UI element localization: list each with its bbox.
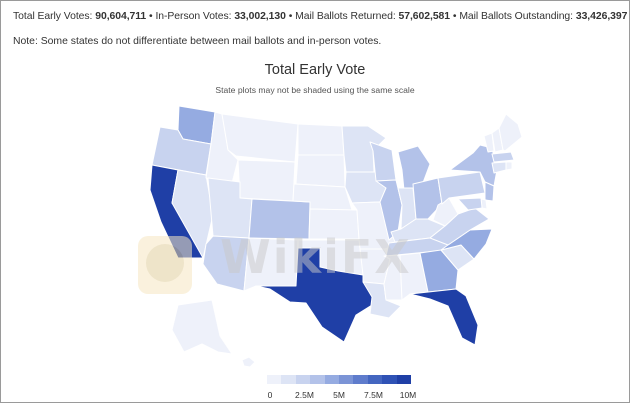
legend-swatch [367,375,383,384]
state-vt[interactable] [483,132,495,153]
legend-swatch [396,375,412,384]
total-value: 90,604,711 [95,11,147,22]
state-wa[interactable] [177,105,216,145]
total-label: Total Early Votes: [13,11,93,22]
legend-swatch [267,375,282,384]
legend-tick-label: 10M [399,390,417,400]
legend-swatch [295,375,311,384]
legend-tick-label: 7.5M [364,390,383,400]
legend-swatch [353,375,368,384]
legend-swatch [310,375,325,384]
state-ct[interactable] [491,161,507,174]
legend-swatch [382,375,397,384]
vote-summary: Total Early Votes: 90,604,711 • In-Perso… [13,11,627,22]
legend-swatch [281,375,296,384]
color-scale-legend [267,375,412,384]
mail-outstanding-value: 33,426,397 [575,11,628,22]
state-sd[interactable] [295,154,346,188]
inperson-value: 33,002,130 [234,11,286,22]
state-ma[interactable] [491,151,515,163]
state-nv[interactable] [171,169,214,259]
state-pa[interactable] [437,171,486,205]
state-hi[interactable] [241,356,256,368]
state-nc[interactable] [440,228,493,260]
state-co[interactable] [248,198,311,240]
sep-3: • [452,11,457,22]
sep-1: • [149,11,153,22]
state-mn[interactable] [341,125,387,173]
mail-returned-value: 57,602,581 [398,11,451,22]
chart-title: Total Early Vote [264,62,366,78]
mail-outstanding-label: Mail Ballots Outstanding: [459,11,573,22]
state-ga[interactable] [419,249,459,293]
state-nj[interactable] [484,181,495,202]
state-ak[interactable] [171,299,233,355]
state-az[interactable] [202,235,250,292]
state-nd[interactable] [297,123,345,156]
state-fl[interactable] [409,288,479,346]
state-mt[interactable] [221,113,299,163]
sep-2: • [288,11,293,22]
legend-tick-label: 5M [333,390,345,400]
legend-swatch [324,375,340,384]
state-nm[interactable] [243,237,299,292]
state-ri[interactable] [505,161,513,171]
legend-tick-label: 2.5M [295,390,314,400]
state-me[interactable] [498,113,523,152]
state-tx[interactable] [255,247,381,343]
note-text: Note: Some states do not differentiate b… [13,36,382,47]
state-oh[interactable] [412,177,443,220]
legend-swatch [339,375,354,384]
mail-returned-label: Mail Ballots Returned: [295,11,396,22]
state-wy[interactable] [237,159,296,202]
state-md[interactable] [457,197,483,211]
chart-subtitle: State plots may not be shaded using the … [215,85,415,95]
inperson-label: In-Person Votes: [155,11,232,22]
legend-tick-label: 0 [267,390,273,400]
state-ks[interactable] [308,208,360,240]
